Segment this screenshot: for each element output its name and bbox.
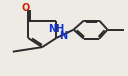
Text: N: N	[59, 31, 67, 41]
Text: O: O	[22, 3, 30, 13]
Text: NH: NH	[48, 24, 64, 34]
